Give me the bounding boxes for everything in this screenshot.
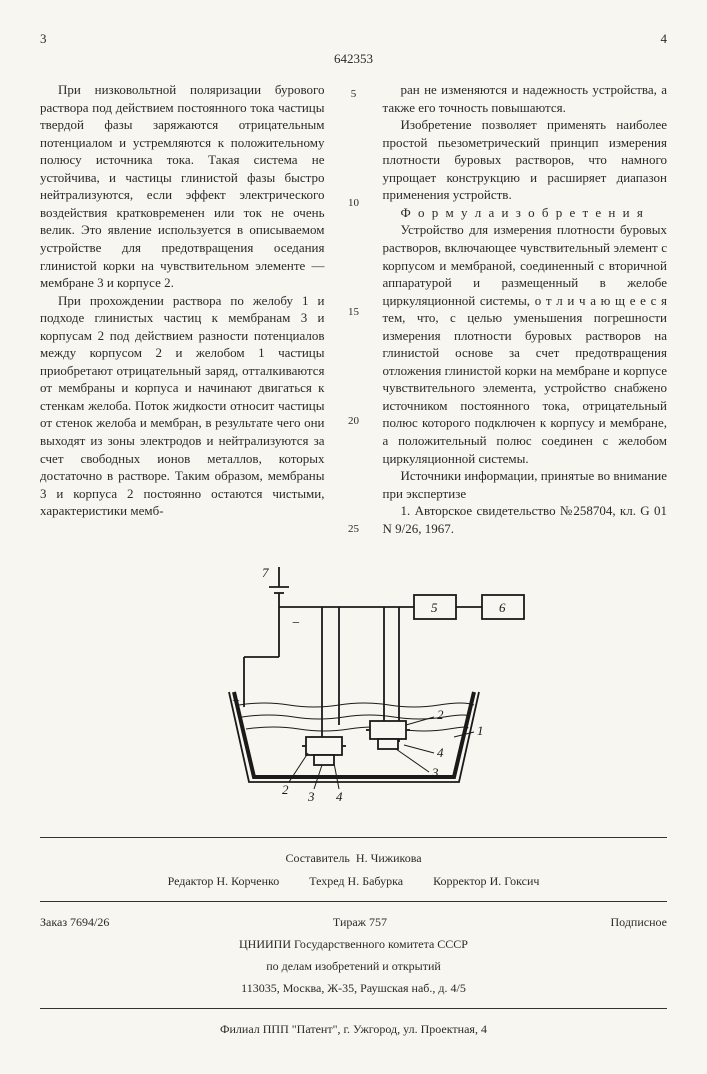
label-1: 1 [477,723,484,738]
separator [40,901,667,902]
column-left: При низковольтной поляризации бурового р… [40,81,325,537]
label-5: 5 [431,600,438,615]
line-numbers: 5 10 15 20 25 [345,81,363,537]
footer-order-row: Заказ 7694/26 Тираж 757 Подписное [40,914,667,930]
para: Изобретение позволяет применять наиболее… [383,116,668,204]
label-3b: 3 [307,789,315,804]
line-num: 20 [345,414,363,429]
line-num: 25 [345,522,363,537]
line-num: 10 [345,196,363,211]
minus-sign: − [292,616,300,631]
formula-heading: Ф о р м у л а и з о б р е т е н и я [383,204,668,222]
footer-org: ЦНИИПИ Государственного комитета СССР [40,936,667,952]
page-num-left: 3 [40,30,47,48]
page-num-right: 4 [661,30,668,48]
footer-branch: Филиал ППП "Патент", г. Ужгород, ул. Про… [40,1021,667,1037]
source: 1. Авторское свидетельство №258704, кл. … [383,502,668,537]
para: При низковольтной поляризации бурового р… [40,81,325,292]
sources-heading: Источники информации, принятые во вниман… [383,467,668,502]
schematic-diagram: 7 5 6 + − [40,557,667,817]
patent-number: 642353 [40,50,667,68]
label-4: 4 [437,745,444,760]
label-7: 7 [262,565,269,580]
para: При прохождении раствора по желобу 1 и п… [40,292,325,520]
credits-row: Редактор Н. Корченко Техред Н. Бабурка К… [40,873,667,889]
label-6: 6 [499,600,506,615]
para: Устройство для измерения плотности буров… [383,221,668,467]
label-2: 2 [437,707,444,722]
credits-compiler: Составитель Н. Чижикова [40,850,667,866]
label-4b: 4 [336,789,343,804]
label-3: 3 [431,765,439,780]
text-columns: При низковольтной поляризации бурового р… [40,81,667,537]
line-num: 5 [345,87,363,102]
separator [40,1008,667,1009]
column-right: ран не изменяются и надежность устройств… [383,81,668,537]
footer-addr: 113035, Москва, Ж-35, Раушская наб., д. … [40,980,667,996]
footer-org2: по делам изобретений и открытий [40,958,667,974]
para: ран не изменяются и надежность устройств… [383,81,668,116]
label-2b: 2 [282,782,289,797]
separator [40,837,667,838]
line-num: 15 [345,305,363,320]
